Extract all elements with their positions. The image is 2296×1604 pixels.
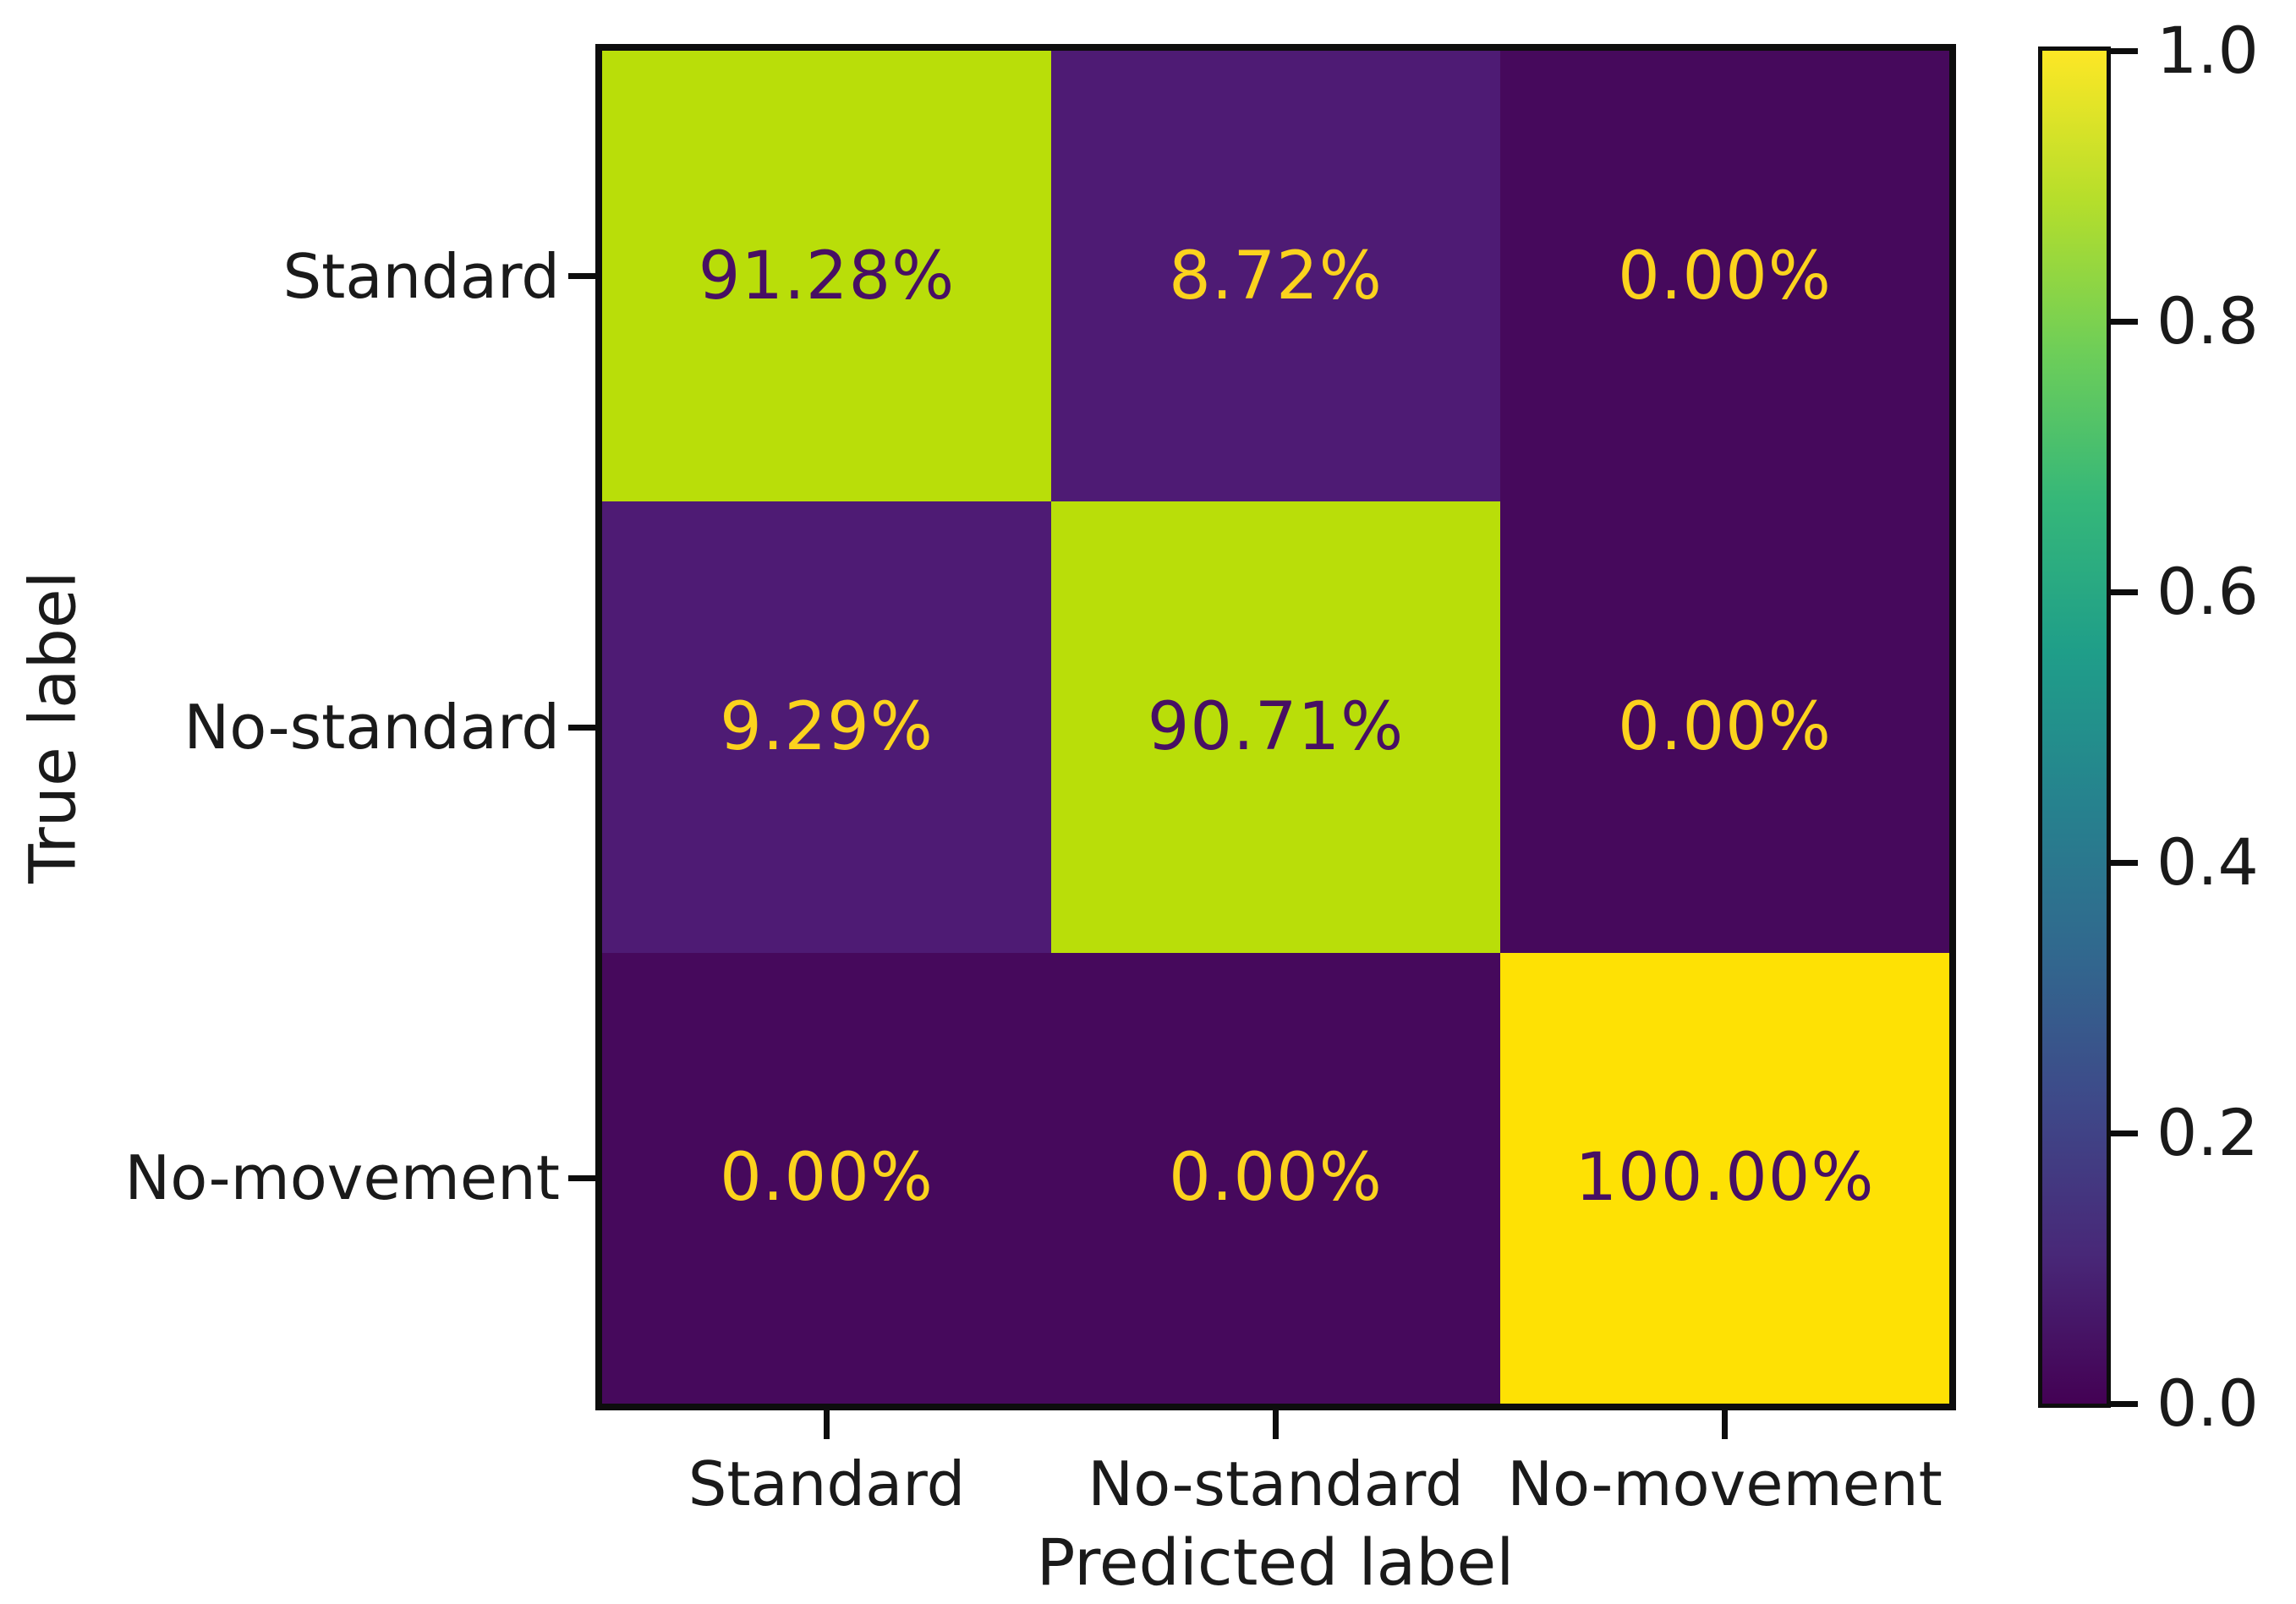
colorbar-tick-label: 1.0 [2156, 13, 2259, 88]
colorbar-tick-mark [2111, 588, 2138, 595]
heatmap-plot-area: 91.28% 8.72% 0.00% 9.29% 90.71% 0.00% 0.00% 0.0… [595, 44, 1956, 1410]
x-tick-mark [824, 1410, 830, 1439]
y-tick-label: Standard [282, 240, 560, 312]
colorbar-tick-mark [2111, 47, 2138, 54]
matrix-cell: 0.00% [1051, 952, 1500, 1404]
matrix-cell: 0.00% [1500, 501, 1949, 953]
colorbar-tick-label: 0.2 [2156, 1095, 2259, 1170]
colorbar-tick-label: 0.0 [2156, 1366, 2259, 1441]
x-axis-title: Predicted label [1036, 1525, 1515, 1600]
x-tick-label: No-movement [1507, 1448, 1943, 1519]
matrix-cell: 0.00% [602, 952, 1051, 1404]
matrix-cell: 91.28% [602, 51, 1051, 502]
x-tick-label: Standard [688, 1448, 966, 1519]
colorbar-tick-label: 0.8 [2156, 283, 2259, 359]
confusion-matrix-grid: 91.28% 8.72% 0.00% 9.29% 90.71% 0.00% 0.00% 0.0… [602, 51, 1949, 1404]
x-tick-mark [1273, 1410, 1279, 1439]
colorbar-tick-mark [2111, 1400, 2138, 1407]
colorbar-tick-label: 0.4 [2156, 824, 2259, 900]
matrix-cell: 100.00% [1500, 952, 1949, 1404]
colorbar-tick-mark [2111, 318, 2138, 325]
y-tick-mark [568, 724, 595, 731]
matrix-cell: 9.29% [602, 501, 1051, 953]
y-tick-label: No-standard [184, 692, 560, 763]
x-tick-mark [1722, 1410, 1728, 1439]
colorbar-gradient [2042, 51, 2107, 1404]
y-axis-title: True label [14, 571, 90, 884]
y-tick-mark [568, 1174, 595, 1181]
x-tick-label: No-standard [1088, 1448, 1464, 1519]
matrix-cell: 90.71% [1051, 501, 1500, 953]
colorbar-tick-mark [2111, 1130, 2138, 1136]
matrix-cell: 8.72% [1051, 51, 1500, 502]
matrix-cell: 0.00% [1500, 51, 1949, 502]
colorbar [2038, 47, 2111, 1408]
y-tick-mark [568, 273, 595, 280]
colorbar-tick-mark [2111, 859, 2138, 866]
colorbar-tick-label: 0.6 [2156, 554, 2259, 629]
y-tick-label: No-movement [124, 1142, 560, 1214]
